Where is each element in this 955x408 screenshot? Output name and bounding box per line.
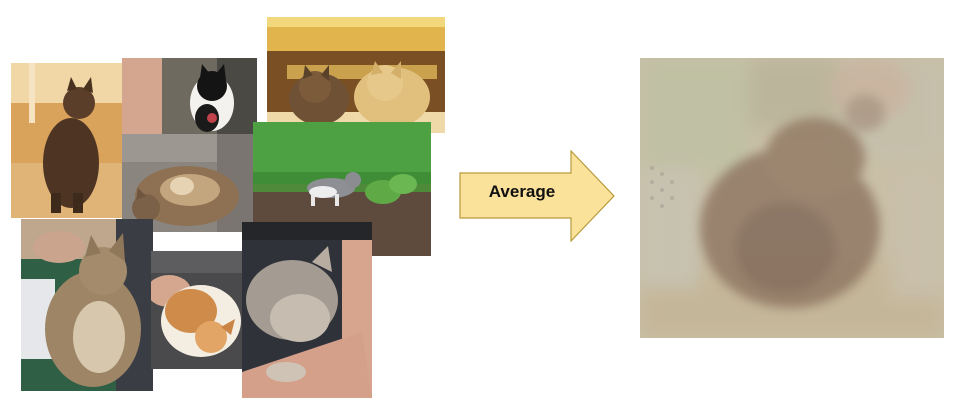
cat-photo-two-kittens-icon bbox=[267, 17, 445, 133]
cat-photo-tabby-held-icon bbox=[21, 219, 153, 391]
average-cat-image-icon bbox=[640, 58, 944, 338]
cat-photo-black-white-icon bbox=[122, 58, 257, 136]
cat-photo-orange-white-sleeping-icon bbox=[151, 251, 244, 369]
arrow-label: Average bbox=[470, 178, 574, 206]
cat-photo-tabby-curled-icon bbox=[122, 134, 257, 232]
cat-photo-grey-sleeping-arm-icon bbox=[242, 222, 372, 398]
cat-photo-brown-standing-icon bbox=[11, 63, 124, 218]
